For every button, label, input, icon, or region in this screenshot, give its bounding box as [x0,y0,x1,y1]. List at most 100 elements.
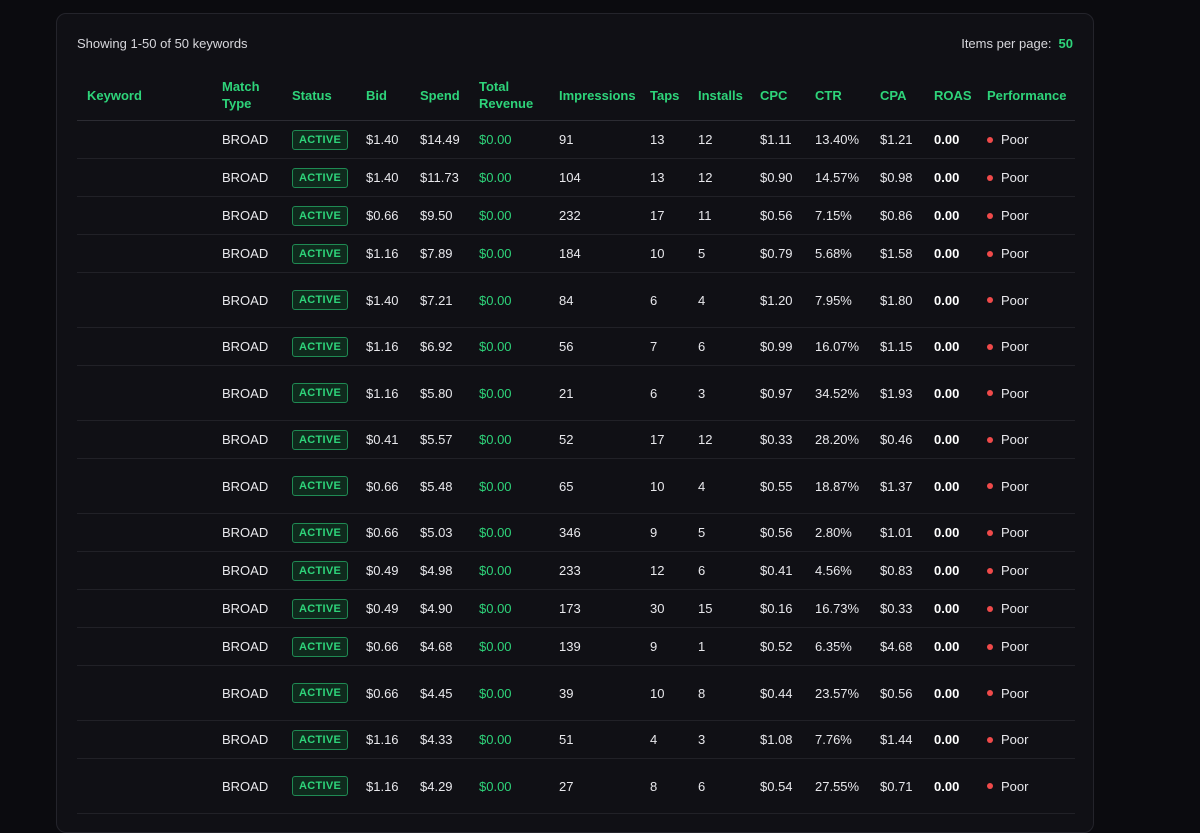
roas-cell: 0.00 [924,665,977,721]
performance-dot-icon [987,567,993,574]
impressions-cell: 139 [549,627,640,666]
roas-cell: 0.00 [924,420,977,459]
performance-cell: Poor [977,720,1075,759]
spend-cell: $14.49 [410,120,469,159]
keyword-cell [77,758,212,814]
keyword-cell [77,551,212,590]
column-header-keyword[interactable]: Keyword [77,70,212,121]
column-header-ctr[interactable]: CTR [805,70,870,121]
bid-cell: $0.49 [356,551,410,590]
column-header-impressions[interactable]: Impressions [549,70,640,121]
performance-label: Poor [1001,208,1029,223]
keywords-panel: Showing 1-50 of 50 keywords Items per pa… [56,13,1094,833]
match-type-cell: BROAD [212,665,282,721]
impressions-cell: 232 [549,196,640,235]
status-cell: ACTIVE [282,758,356,814]
ctr-cell: 7.15% [805,196,870,235]
ctr-cell: 13.40% [805,120,870,159]
spend-cell: $5.80 [410,365,469,421]
column-header-roas[interactable]: ROAS [924,70,977,121]
table-row[interactable]: BROAD ACTIVE $0.66 $9.50 $0.00 232 17 11… [77,196,1075,235]
bid-cell: $1.40 [356,158,410,197]
total-revenue-cell: $0.00 [469,589,549,628]
ctr-cell: 5.68% [805,234,870,273]
table-row[interactable]: BROAD ACTIVE $0.41 $5.57 $0.00 52 17 12 … [77,420,1075,459]
status-badge: ACTIVE [292,167,349,188]
ctr-cell: 28.20% [805,420,870,459]
installs-cell: 3 [688,365,750,421]
column-header-taps[interactable]: Taps [640,70,688,121]
table-row[interactable]: BROAD ACTIVE $1.16 $6.92 $0.00 56 7 6 $0… [77,327,1075,366]
spend-cell: $5.03 [410,513,469,552]
cpa-cell: $1.44 [870,720,924,759]
table-row[interactable]: BROAD ACTIVE $1.16 $7.89 $0.00 184 10 5 … [77,234,1075,273]
table-row[interactable]: BROAD ACTIVE $0.49 $4.98 $0.00 233 12 6 … [77,551,1075,590]
performance-label: Poor [1001,685,1029,701]
keyword-cell [77,420,212,459]
table-header-row: Keyword Match Type Status Bid Spend Tota… [77,70,1075,121]
status-cell: ACTIVE [282,196,356,235]
bid-cell: $0.66 [356,196,410,235]
installs-cell: 12 [688,420,750,459]
table-row[interactable]: BROAD ACTIVE $0.66 $4.45 $0.00 39 10 8 $… [77,665,1075,721]
ctr-cell: 4.56% [805,551,870,590]
ctr-cell: 2.80% [805,513,870,552]
table-row[interactable]: BROAD ACTIVE $0.66 $5.03 $0.00 346 9 5 $… [77,513,1075,552]
column-header-bid[interactable]: Bid [356,70,410,121]
status-badge: ACTIVE [292,336,349,357]
keyword-cell [77,458,212,514]
installs-cell: 12 [688,120,750,159]
items-per-page: Items per page: 50 [961,36,1073,51]
total-revenue-cell: $0.00 [469,627,549,666]
bid-cell: $0.66 [356,458,410,514]
column-header-match-type[interactable]: Match Type [212,70,282,121]
status-badge: ACTIVE [292,560,349,581]
cpc-cell: $0.33 [750,420,805,459]
table-row[interactable]: BROAD ACTIVE $1.40 $14.49 $0.00 91 13 12… [77,120,1075,159]
table-row[interactable]: BROAD ACTIVE $0.66 $4.68 $0.00 139 9 1 $… [77,627,1075,666]
column-header-installs[interactable]: Installs [688,70,750,121]
items-per-page-select[interactable]: 50 [1058,36,1073,51]
installs-cell: 3 [688,720,750,759]
column-header-cpa[interactable]: CPA [870,70,924,121]
total-revenue-cell: $0.00 [469,272,549,328]
column-header-total-revenue[interactable]: Total Revenue [469,70,549,121]
cpc-cell: $0.97 [750,365,805,421]
keyword-cell [77,665,212,721]
table-row[interactable]: BROAD ACTIVE $1.16 $4.29 $0.00 27 8 6 $0… [77,758,1075,814]
taps-cell: 6 [640,272,688,328]
table-row[interactable]: BROAD ACTIVE $0.49 $4.90 $0.00 173 30 15… [77,589,1075,628]
status-cell: ACTIVE [282,627,356,666]
cpc-cell: $0.44 [750,665,805,721]
match-type-cell: BROAD [212,158,282,197]
impressions-cell: 346 [549,513,640,552]
column-header-cpc[interactable]: CPC [750,70,805,121]
performance-dot-icon [987,605,993,612]
column-header-performance[interactable]: Performance [977,70,1075,121]
performance-dot-icon [987,174,993,181]
total-revenue-cell: $0.00 [469,158,549,197]
cpa-cell: $1.93 [870,365,924,421]
keyword-cell [77,272,212,328]
column-header-status[interactable]: Status [282,70,356,121]
table-row[interactable]: BROAD ACTIVE $1.40 $11.73 $0.00 104 13 1… [77,158,1075,197]
status-cell: ACTIVE [282,327,356,366]
installs-cell: 8 [688,665,750,721]
table-row[interactable]: BROAD ACTIVE $1.16 $5.80 $0.00 21 6 3 $0… [77,365,1075,421]
cpc-cell: $0.99 [750,327,805,366]
ctr-cell: 6.35% [805,627,870,666]
cpc-cell: $1.20 [750,272,805,328]
impressions-cell: 56 [549,327,640,366]
keyword-cell [77,234,212,273]
roas-cell: 0.00 [924,589,977,628]
table-row[interactable]: BROAD ACTIVE $0.66 $5.48 $0.00 65 10 4 $… [77,458,1075,514]
table-row[interactable]: BROAD ACTIVE $1.16 $4.33 $0.00 51 4 3 $1… [77,720,1075,759]
cpa-cell: $0.33 [870,589,924,628]
performance-cell: Poor [977,158,1075,197]
keyword-cell [77,327,212,366]
column-header-spend[interactable]: Spend [410,70,469,121]
spend-cell: $11.73 [410,158,469,197]
performance-dot-icon [987,529,993,536]
table-row[interactable]: BROAD ACTIVE $1.40 $7.21 $0.00 84 6 4 $1… [77,272,1075,328]
impressions-cell: 184 [549,234,640,273]
